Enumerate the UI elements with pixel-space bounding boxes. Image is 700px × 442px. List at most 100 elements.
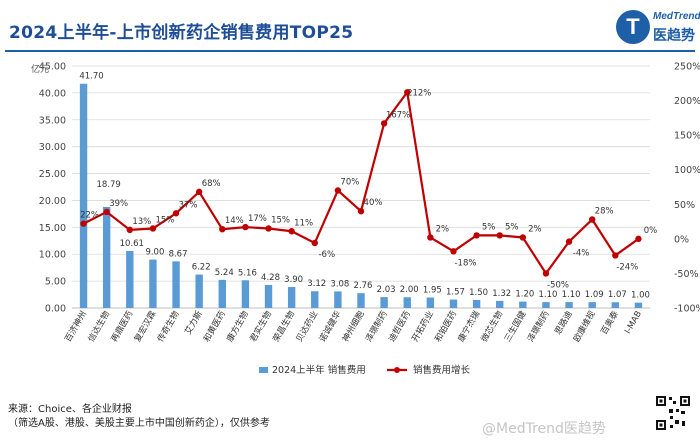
x-category-label: 信达生物	[86, 309, 113, 344]
bar	[472, 299, 481, 308]
bar	[496, 300, 504, 308]
bar-value-label: 9.00	[145, 248, 164, 258]
bar-value-label: 3.08	[330, 279, 349, 289]
bar-value-label: 4.28	[261, 273, 280, 283]
y-left-tick-label: 45.00	[39, 62, 66, 73]
x-category-label: 贝达药业	[294, 309, 321, 344]
x-category-label: 复宏汉霖	[132, 309, 159, 344]
bar-value-label: 5.24	[215, 268, 234, 278]
bar-value-label: 1.95	[423, 286, 442, 296]
x-category-label: 和铂医药	[433, 309, 460, 344]
bar	[218, 279, 226, 308]
y-right-tick-label: -100%	[674, 304, 700, 315]
y-left-tick-label: 40.00	[39, 88, 66, 99]
bar-value-label: 1.10	[538, 290, 557, 300]
growth-point	[126, 226, 133, 234]
growth-value-label: 22%	[80, 211, 99, 221]
growth-point	[612, 252, 619, 259]
growth-point	[195, 188, 203, 196]
medtrend-logo-icon: T	[616, 10, 650, 44]
bar	[241, 280, 250, 308]
source-note: 来源：Choice、各企业财报 （筛选A股、港股、美股主要上市中国创新药企），仅…	[8, 403, 270, 431]
bar-value-label: 18.79	[97, 180, 121, 190]
growth-point	[311, 239, 318, 247]
x-category-label: 泽璟制药	[363, 309, 390, 344]
x-category-label: 百济神州	[63, 309, 90, 344]
growth-value-label: -24%	[616, 262, 638, 272]
y-left-tick-label: 20.00	[39, 196, 66, 207]
bar-value-label: 1.50	[469, 288, 488, 298]
bar	[149, 259, 157, 308]
bar-value-label: 8.67	[169, 249, 188, 259]
bar	[172, 261, 180, 308]
growth-value-label: -4%	[573, 249, 590, 259]
growth-point	[103, 208, 110, 216]
growth-point	[357, 208, 365, 215]
bar-value-label: 3.12	[307, 279, 326, 289]
bar-value-label: 3.90	[284, 275, 303, 285]
y-left-tick-label: 10.00	[39, 250, 66, 261]
growth-value-label: -50%	[547, 280, 569, 290]
x-category-label: 神州细胞	[340, 309, 367, 344]
y-left-tick-label: 25.00	[39, 169, 66, 180]
y-right-tick-label: 250%	[674, 62, 700, 73]
bar	[334, 291, 342, 308]
growth-point	[473, 232, 480, 239]
bar	[588, 302, 596, 308]
growth-value-label: 14%	[225, 216, 244, 226]
growth-value-label: 212%	[407, 88, 431, 98]
medtrend-logo: T MedTrend 医趋势	[616, 8, 700, 48]
x-category-label: 百奥泰	[599, 309, 622, 337]
growth-point	[589, 216, 596, 223]
growth-value-label: 5%	[505, 222, 519, 232]
bar-value-label: 1.32	[492, 289, 511, 299]
growth-value-label: 167%	[386, 110, 410, 120]
bar	[126, 250, 134, 308]
y-right-tick-label: 50%	[674, 200, 695, 211]
bar	[403, 297, 411, 308]
y-left-tick-label: 5.00	[45, 277, 66, 288]
x-category-label: 荣昌生物	[271, 309, 298, 344]
bar-value-label: 41.70	[79, 72, 103, 82]
watermark-text: @MedTrend医趋势	[482, 421, 606, 437]
logo-en-text: MedTrend	[653, 11, 700, 22]
growth-point	[80, 220, 87, 227]
x-category-label: 开拓药业	[409, 309, 436, 344]
x-category-label: 和黄医药	[201, 309, 228, 344]
legend-bar-swatch	[259, 367, 268, 373]
growth-point	[265, 225, 272, 232]
bar-value-label: 1.07	[608, 290, 627, 300]
bar	[79, 83, 88, 308]
growth-point	[635, 235, 642, 243]
combo-chart: 0.00 5.00 10.00 15.00 20.00 25.00 30.00 35.00 40…	[31, 62, 700, 377]
bar	[542, 302, 550, 308]
bar-value-label: 2.76	[354, 281, 373, 291]
x-category-label: 微芯生物	[479, 309, 506, 344]
growth-point	[519, 234, 527, 241]
logo-cn-text: 医趋势	[653, 28, 695, 44]
growth-value-label: 13%	[132, 217, 151, 227]
growth-point	[450, 248, 457, 255]
bar	[311, 291, 319, 308]
bar	[519, 301, 527, 308]
source-line-2: （筛选A股、港股、美股主要上市中国创新药企），仅供参考	[8, 418, 270, 429]
x-category-label: 君实生物	[248, 309, 275, 344]
growth-value-label: 37%	[179, 200, 198, 210]
growth-point	[172, 210, 180, 217]
y-left-tick-label: 0.00	[45, 304, 66, 315]
y-right-tick-label: 150%	[674, 131, 700, 142]
growth-point	[219, 225, 226, 233]
growth-point	[404, 89, 411, 96]
bar-value-label: 1.20	[515, 290, 534, 300]
growth-value-label: 11%	[294, 218, 313, 228]
qr-code-icon	[654, 394, 692, 432]
growth-value-label: 68%	[202, 179, 221, 189]
bar	[634, 302, 643, 308]
bar-value-label: 2.03	[377, 285, 396, 295]
growth-value-label: 28%	[595, 206, 614, 216]
x-category-label: 传奇生物	[155, 309, 182, 344]
bar-value-label: 6.22	[192, 263, 211, 273]
bar-value-label: 10.61	[120, 239, 144, 249]
chart-title: 2024上半年-上市创新药企销售费用TOP25	[9, 23, 354, 43]
growth-point	[565, 238, 573, 245]
